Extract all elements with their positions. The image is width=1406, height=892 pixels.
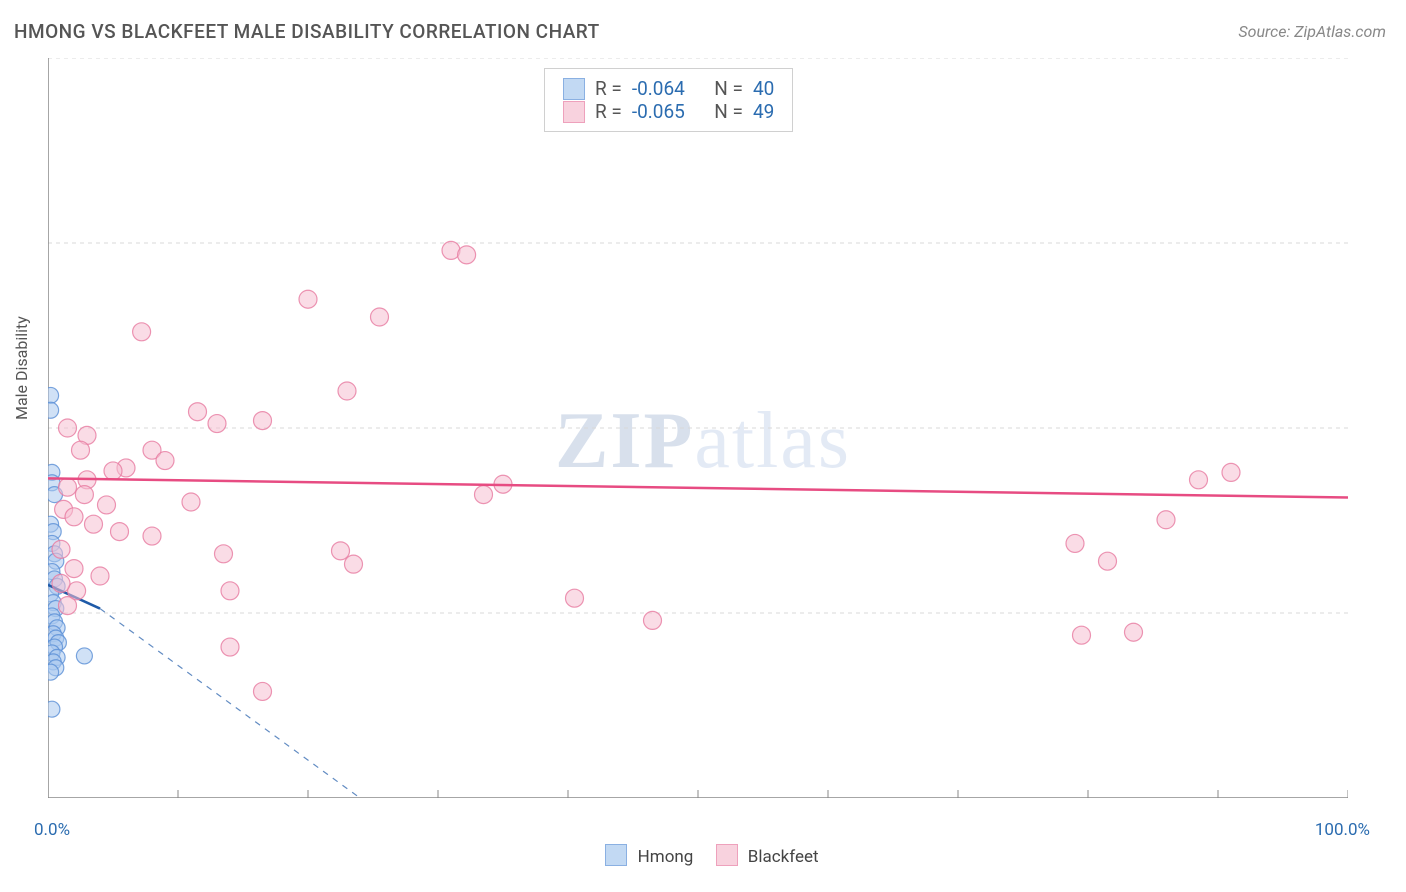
chart-header: HMONG VS BLACKFEET MALE DISABILITY CORRE… [0,0,1406,43]
legend-row-hmong: R = -0.064 N = 40 [563,77,774,100]
swatch-hmong [563,78,585,100]
chart-title: HMONG VS BLACKFEET MALE DISABILITY CORRE… [14,20,600,43]
swatch-blackfeet [563,101,585,123]
x-tick-0: 0.0% [34,820,70,840]
legend-label-hmong: Hmong [638,847,694,867]
swatch-hmong-bottom [605,844,627,866]
series-legend: Hmong Blackfeet [0,844,1406,867]
legend-label-blackfeet: Blackfeet [748,847,819,867]
x-tick-100: 100.0% [1315,820,1370,840]
legend-row-blackfeet: R = -0.065 N = 49 [563,100,774,123]
swatch-blackfeet-bottom [716,844,738,866]
scatter-plot [48,58,1348,798]
y-axis-label: Male Disability [12,316,31,420]
source-attribution: Source: ZipAtlas.com [1238,22,1386,41]
correlation-legend: R = -0.064 N = 40 R = -0.065 N = 49 [544,68,793,132]
